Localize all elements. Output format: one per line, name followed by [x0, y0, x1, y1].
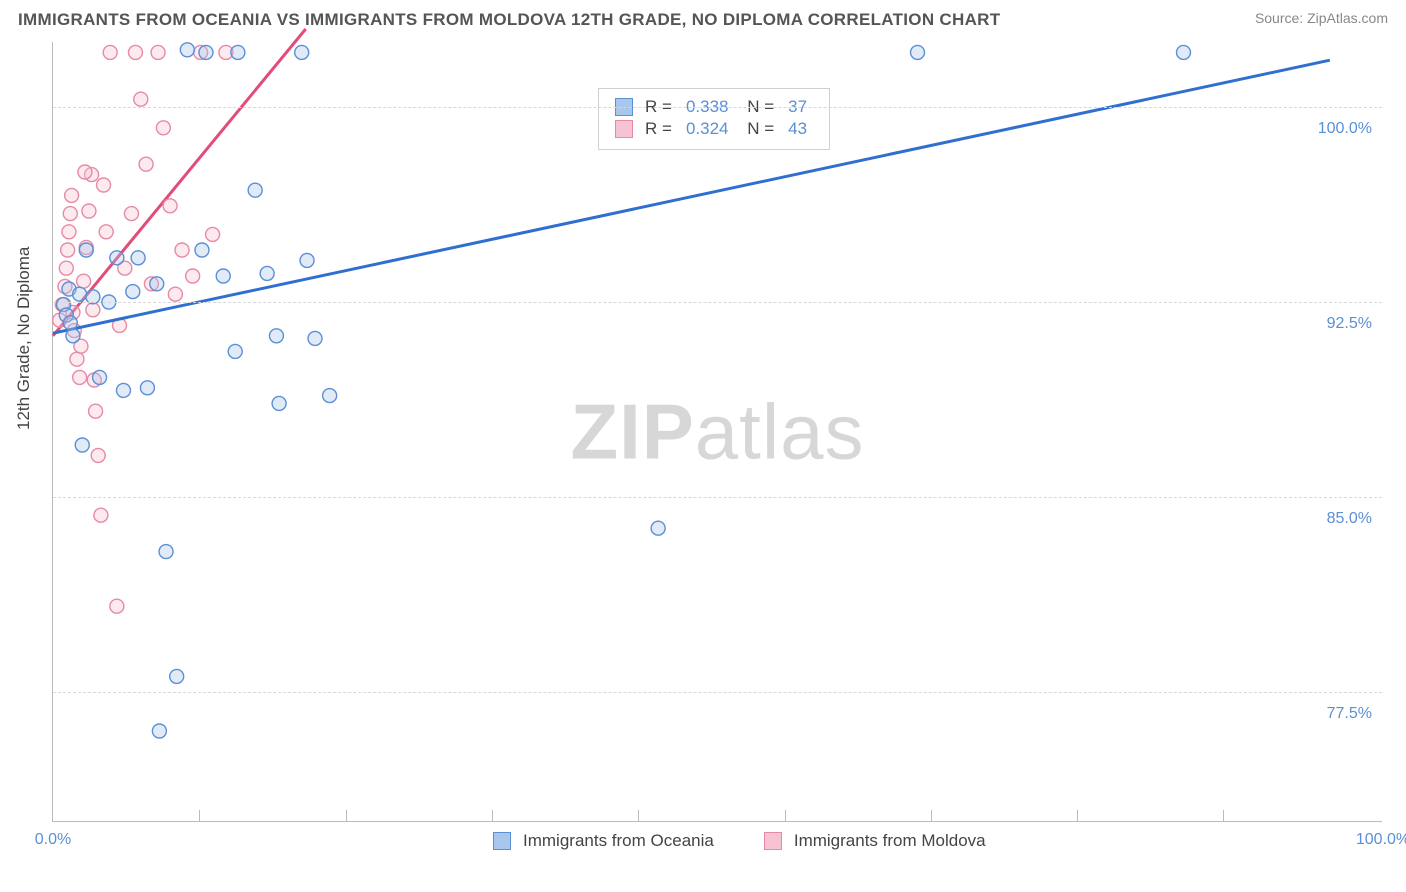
data-point	[140, 381, 154, 395]
data-point	[156, 121, 170, 135]
y-axis-title: 12th Grade, No Diploma	[14, 247, 34, 430]
y-tick-label: 77.5%	[1327, 705, 1372, 723]
data-point	[295, 45, 309, 59]
legend-label-oceania: Immigrants from Oceania	[523, 831, 714, 851]
data-point	[163, 199, 177, 213]
source-attribution: Source: ZipAtlas.com	[1255, 10, 1388, 26]
data-point	[195, 243, 209, 257]
data-point	[94, 508, 108, 522]
data-point	[62, 225, 76, 239]
data-point	[1177, 45, 1191, 59]
data-point	[216, 269, 230, 283]
data-point	[82, 204, 96, 218]
legend-label-moldova: Immigrants from Moldova	[794, 831, 986, 851]
data-point	[103, 45, 117, 59]
data-point	[134, 92, 148, 106]
y-tick-label: 85.0%	[1327, 510, 1372, 528]
data-point	[206, 227, 220, 241]
data-point	[151, 45, 165, 59]
x-minor-tick	[785, 810, 786, 822]
data-point	[110, 599, 124, 613]
data-point	[170, 669, 184, 683]
scatter-plot-svg	[53, 42, 1382, 821]
data-point	[180, 43, 194, 57]
data-point	[91, 448, 105, 462]
data-point	[131, 251, 145, 265]
data-point	[159, 545, 173, 559]
x-minor-tick	[931, 810, 932, 822]
data-point	[231, 45, 245, 59]
data-point	[186, 269, 200, 283]
data-point	[124, 207, 138, 221]
swatch-oceania-bottom	[493, 832, 511, 850]
data-point	[199, 45, 213, 59]
chart-plot-area: ZIPatlas R = 0.338 N = 37 R = 0.324 N = …	[52, 42, 1382, 822]
data-point	[248, 183, 262, 197]
data-point	[150, 277, 164, 291]
x-minor-tick	[199, 810, 200, 822]
data-point	[308, 331, 322, 345]
x-minor-tick	[492, 810, 493, 822]
legend-item-moldova: Immigrants from Moldova	[764, 831, 986, 851]
data-point	[78, 165, 92, 179]
data-point	[110, 251, 124, 265]
data-point	[89, 404, 103, 418]
data-point	[139, 157, 153, 171]
data-point	[128, 45, 142, 59]
data-point	[73, 370, 87, 384]
data-point	[99, 225, 113, 239]
bottom-legend: Immigrants from Oceania Immigrants from …	[493, 831, 986, 851]
data-point	[93, 370, 107, 384]
x-minor-tick	[638, 810, 639, 822]
y-tick-label: 100.0%	[1318, 120, 1372, 138]
legend-item-oceania: Immigrants from Oceania	[493, 831, 714, 851]
data-point	[126, 285, 140, 299]
data-point	[651, 521, 665, 535]
data-point	[228, 344, 242, 358]
stats-legend-box: R = 0.338 N = 37 R = 0.324 N = 43	[598, 88, 830, 150]
data-point	[116, 383, 130, 397]
gridline-h	[53, 692, 1382, 693]
x-minor-tick	[1223, 810, 1224, 822]
data-point	[911, 45, 925, 59]
swatch-moldova	[615, 120, 633, 138]
data-point	[75, 438, 89, 452]
data-point	[65, 188, 79, 202]
gridline-h	[53, 497, 1382, 498]
data-point	[73, 287, 87, 301]
data-point	[63, 316, 77, 330]
x-minor-tick	[1077, 810, 1078, 822]
data-point	[272, 396, 286, 410]
chart-title: IMMIGRANTS FROM OCEANIA VS IMMIGRANTS FR…	[18, 10, 1000, 30]
data-point	[61, 243, 75, 257]
data-point	[86, 303, 100, 317]
data-point	[79, 243, 93, 257]
data-point	[59, 261, 73, 275]
swatch-moldova-bottom	[764, 832, 782, 850]
source-link[interactable]: ZipAtlas.com	[1307, 10, 1388, 26]
stats-row-moldova: R = 0.324 N = 43	[615, 119, 813, 139]
data-point	[168, 287, 182, 301]
x-tick-label: 100.0%	[1356, 831, 1406, 849]
x-tick-label: 0.0%	[35, 831, 71, 849]
data-point	[70, 352, 84, 366]
source-label: Source:	[1255, 10, 1303, 26]
data-point	[66, 329, 80, 343]
data-point	[63, 207, 77, 221]
y-tick-label: 92.5%	[1327, 315, 1372, 333]
r-value-moldova: 0.324	[686, 119, 729, 139]
x-minor-tick	[346, 810, 347, 822]
gridline-h	[53, 302, 1382, 303]
data-point	[300, 253, 314, 267]
data-point	[175, 243, 189, 257]
n-value-moldova: 43	[788, 119, 807, 139]
data-point	[260, 266, 274, 280]
data-point	[97, 178, 111, 192]
data-point	[77, 274, 91, 288]
gridline-h	[53, 107, 1382, 108]
data-point	[269, 329, 283, 343]
data-point	[323, 389, 337, 403]
data-point	[152, 724, 166, 738]
